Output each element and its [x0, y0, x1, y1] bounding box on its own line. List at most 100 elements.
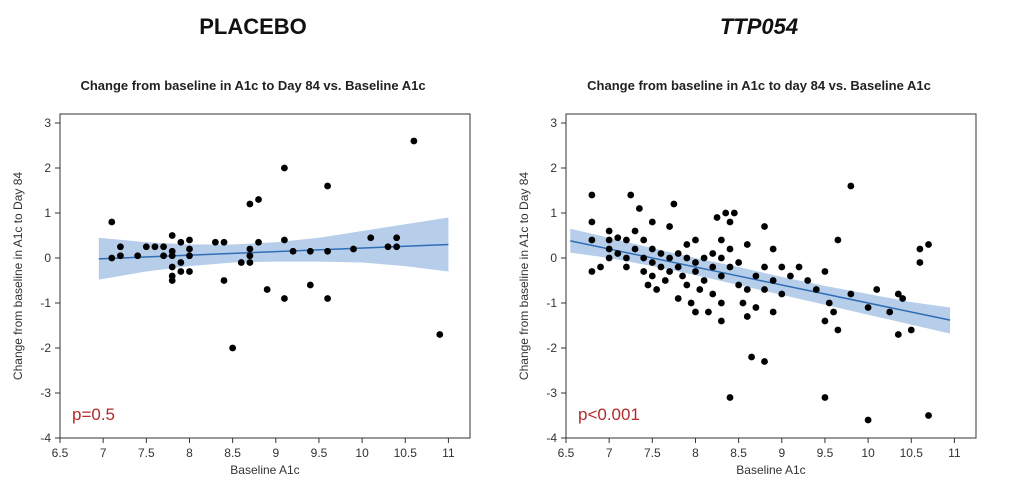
- y-tick-label: 3: [550, 116, 557, 130]
- y-axis-label: Change from baseline in A1c to Day 84: [11, 172, 25, 380]
- data-point: [739, 299, 747, 307]
- data-point: [726, 394, 734, 401]
- data-point: [661, 277, 669, 284]
- y-tick-label: -4: [40, 431, 51, 445]
- data-point: [761, 223, 768, 230]
- data-point: [748, 353, 755, 361]
- y-tick-label: 0: [550, 251, 557, 265]
- data-point: [894, 331, 902, 338]
- y-axis-label: Change from baseline in A1c to Day 84: [517, 172, 531, 380]
- data-point: [211, 238, 219, 246]
- data-point: [168, 252, 176, 260]
- data-point: [679, 272, 686, 280]
- placebo-chart-title: Change from baseline in A1c to Day 84 vs…: [80, 78, 426, 93]
- data-point: [306, 247, 314, 255]
- data-point: [186, 245, 193, 253]
- data-point: [605, 245, 613, 253]
- data-point: [588, 191, 596, 199]
- data-point: [752, 272, 760, 280]
- x-tick-label: 7: [606, 446, 613, 460]
- y-tick-label: 2: [550, 161, 557, 175]
- data-point: [700, 254, 708, 262]
- x-tick-label: 6.5: [52, 446, 69, 460]
- data-point: [393, 234, 401, 242]
- data-point: [812, 286, 820, 293]
- data-point: [709, 290, 717, 298]
- x-tick-label: 8.5: [730, 446, 747, 460]
- data-point: [717, 272, 725, 280]
- data-point: [692, 259, 699, 266]
- x-tick-label: 10: [861, 446, 875, 460]
- data-point: [795, 263, 803, 271]
- confidence-band: [98, 217, 449, 280]
- data-point: [683, 281, 691, 289]
- data-point: [281, 236, 288, 244]
- data-point: [778, 263, 786, 271]
- x-tick-label: 8.5: [224, 446, 241, 460]
- data-point: [623, 254, 630, 262]
- ttp054-chart-title: Change from baseline in A1c to day 84 vs…: [587, 78, 931, 93]
- x-tick-label: 8: [692, 446, 699, 460]
- data-point: [255, 238, 262, 246]
- y-tick-label: -1: [546, 296, 557, 310]
- data-point: [588, 268, 596, 275]
- data-point: [825, 299, 833, 307]
- y-tick-label: -1: [40, 296, 51, 310]
- data-point: [640, 254, 648, 262]
- data-point: [168, 277, 176, 284]
- p-value-annotation: p<0.001: [578, 405, 640, 424]
- plot-frame: [565, 113, 977, 439]
- data-point: [281, 295, 288, 302]
- placebo-panel: PLACEBO Change from baseline in A1c to D…: [11, 14, 471, 477]
- data-point: [821, 394, 829, 401]
- data-point: [696, 286, 704, 293]
- data-point: [692, 268, 699, 275]
- data-point: [627, 191, 635, 199]
- data-point: [177, 238, 185, 246]
- data-point: [653, 286, 661, 293]
- data-point: [186, 268, 193, 275]
- data-point: [894, 290, 902, 298]
- data-point: [873, 286, 881, 293]
- y-tick-label: 1: [550, 206, 557, 220]
- data-point: [726, 245, 734, 253]
- data-point: [186, 252, 193, 260]
- data-point: [735, 259, 743, 266]
- x-tick-label: 11: [442, 446, 455, 460]
- data-point: [916, 259, 924, 266]
- x-axis-label: Baseline A1c: [736, 463, 805, 477]
- data-point: [769, 308, 777, 316]
- data-point: [597, 263, 604, 271]
- data-point: [899, 295, 907, 302]
- data-point: [761, 286, 768, 293]
- y-tick-label: -4: [546, 431, 557, 445]
- y-tick-label: 0: [44, 251, 51, 265]
- data-point: [281, 164, 288, 172]
- data-point: [847, 290, 855, 298]
- y-tick-label: -2: [546, 341, 557, 355]
- data-point: [847, 182, 855, 190]
- data-point: [692, 236, 699, 244]
- data-point: [709, 263, 717, 271]
- data-point: [588, 218, 596, 226]
- data-point: [635, 205, 643, 212]
- x-tick-label: 10: [355, 446, 369, 460]
- x-tick-label: 8: [186, 446, 193, 460]
- data-point: [220, 238, 228, 246]
- y-tick-label: -2: [40, 341, 51, 355]
- data-point: [168, 232, 176, 239]
- data-point: [588, 236, 596, 244]
- data-point: [640, 268, 648, 275]
- data-point: [804, 277, 812, 284]
- data-point: [730, 209, 738, 217]
- data-point: [367, 234, 375, 242]
- data-point: [640, 236, 648, 244]
- data-point: [717, 317, 725, 325]
- x-tick-label: 9.5: [311, 446, 328, 460]
- data-point: [648, 259, 656, 266]
- data-point: [761, 263, 768, 271]
- data-point: [324, 182, 331, 190]
- x-tick-label: 6.5: [558, 446, 575, 460]
- data-point: [134, 252, 142, 260]
- data-point: [752, 304, 760, 311]
